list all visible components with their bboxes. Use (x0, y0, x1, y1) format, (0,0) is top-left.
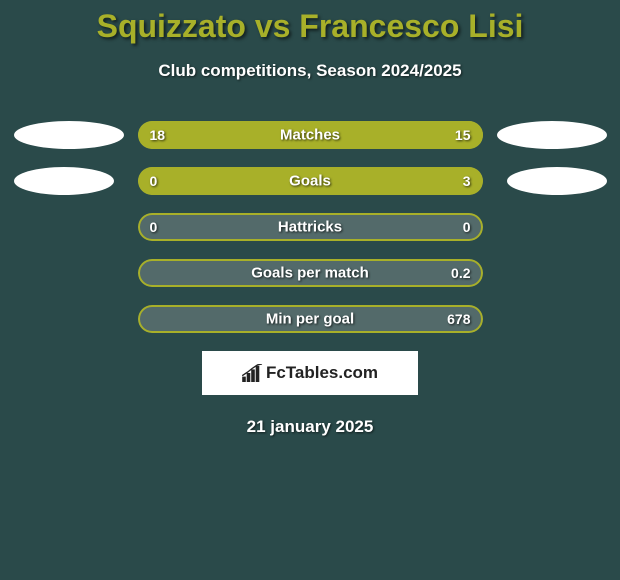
stat-label: Hattricks (278, 219, 342, 236)
stat-label: Goals (289, 173, 331, 190)
player-right-marker (497, 121, 607, 149)
stat-value-right: 678 (447, 311, 470, 327)
stat-bar: Min per goal 678 (138, 305, 483, 333)
bar-fill-left (138, 167, 200, 195)
player-left-marker (14, 121, 124, 149)
logo-box: FcTables.com (202, 351, 418, 395)
stat-value-left: 0 (150, 219, 158, 235)
stat-row: Goals per match 0.2 (0, 259, 620, 287)
logo-text: FcTables.com (266, 363, 378, 383)
stat-bar: Goals per match 0.2 (138, 259, 483, 287)
stat-bar: Hattricks 0 0 (138, 213, 483, 241)
bar-chart-icon (242, 364, 264, 382)
stat-bar: Matches 18 15 (138, 121, 483, 149)
comparison-card: Squizzato vs Francesco Lisi Club competi… (0, 0, 620, 437)
bar-fill-right (200, 167, 483, 195)
stat-row: Matches 18 15 (0, 121, 620, 149)
stat-bar: Goals 0 3 (138, 167, 483, 195)
player-right-marker (507, 167, 607, 195)
stat-rows: Matches 18 15 Goals 0 3 Hattricks 0 0 Goals per m… (0, 121, 620, 333)
stat-value-right: 3 (463, 173, 471, 189)
stat-row: Min per goal 678 (0, 305, 620, 333)
stat-value-left: 18 (150, 127, 166, 143)
stat-label: Min per goal (266, 311, 354, 328)
stat-value-right: 0 (463, 219, 471, 235)
subtitle: Club competitions, Season 2024/2025 (0, 61, 620, 81)
stat-value-left: 0 (150, 173, 158, 189)
page-title: Squizzato vs Francesco Lisi (0, 8, 620, 45)
stat-label: Matches (280, 127, 340, 144)
stat-value-right: 0.2 (451, 265, 470, 281)
footer-date: 21 january 2025 (0, 417, 620, 437)
stat-row: Goals 0 3 (0, 167, 620, 195)
player-left-marker (14, 167, 114, 195)
stat-label: Goals per match (251, 265, 369, 282)
stat-row: Hattricks 0 0 (0, 213, 620, 241)
stat-value-right: 15 (455, 127, 471, 143)
